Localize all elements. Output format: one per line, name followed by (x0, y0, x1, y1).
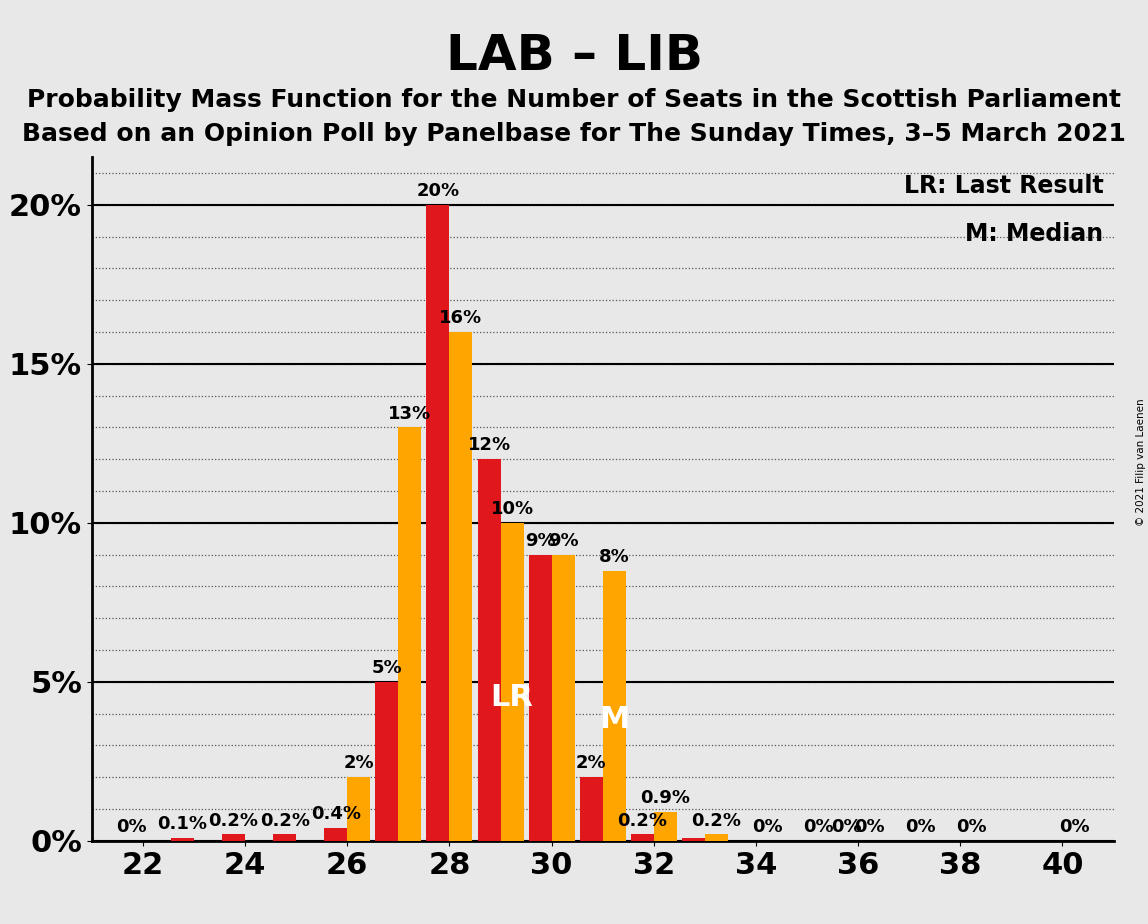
Bar (654, 812, 677, 841)
Bar (171, 838, 194, 841)
Text: Based on an Opinion Poll by Panelbase for The Sunday Times, 3–5 March 2021: Based on an Opinion Poll by Panelbase fo… (22, 122, 1126, 146)
Text: 0%: 0% (831, 818, 862, 836)
Text: 0.2%: 0.2% (259, 811, 310, 830)
Bar (630, 834, 654, 841)
Text: 0%: 0% (116, 818, 147, 836)
Text: M: Median: M: Median (965, 222, 1103, 246)
Bar (682, 838, 705, 841)
Text: 16%: 16% (440, 310, 482, 327)
Text: 2%: 2% (576, 755, 606, 772)
Text: 0%: 0% (854, 818, 885, 836)
Text: 0%: 0% (1058, 818, 1089, 836)
Bar (551, 554, 575, 841)
Text: 0%: 0% (752, 818, 783, 836)
Text: 0.2%: 0.2% (691, 811, 742, 830)
Text: Probability Mass Function for the Number of Seats in the Scottish Parliament: Probability Mass Function for the Number… (28, 88, 1120, 112)
Text: 20%: 20% (417, 182, 459, 200)
Bar (273, 834, 296, 841)
Bar (705, 834, 728, 841)
Bar (501, 523, 523, 841)
Text: 8%: 8% (599, 548, 629, 565)
Text: 10%: 10% (490, 500, 534, 518)
Text: M: M (599, 705, 629, 734)
Bar (580, 777, 603, 841)
Text: LR: LR (490, 683, 534, 712)
Text: 12%: 12% (467, 436, 511, 455)
Text: 0%: 0% (804, 818, 833, 836)
Text: 2%: 2% (343, 755, 374, 772)
Bar (426, 205, 449, 841)
Text: 9%: 9% (548, 532, 579, 550)
Bar (478, 459, 501, 841)
Bar (528, 554, 551, 841)
Text: 0.9%: 0.9% (641, 789, 690, 808)
Bar (375, 682, 398, 841)
Text: 9%: 9% (525, 532, 556, 550)
Bar (603, 570, 626, 841)
Text: © 2021 Filip van Laenen: © 2021 Filip van Laenen (1135, 398, 1146, 526)
Text: 0%: 0% (906, 818, 936, 836)
Text: LR: Last Result: LR: Last Result (903, 175, 1103, 198)
Bar (324, 828, 347, 841)
Text: 0.4%: 0.4% (311, 806, 360, 823)
Text: 13%: 13% (388, 405, 432, 422)
Bar (398, 428, 421, 841)
Text: LAB – LIB: LAB – LIB (445, 32, 703, 80)
Text: 0.1%: 0.1% (157, 815, 208, 833)
Text: 0.2%: 0.2% (618, 811, 667, 830)
Bar (347, 777, 371, 841)
Text: 0.2%: 0.2% (209, 811, 258, 830)
Bar (222, 834, 245, 841)
Bar (449, 332, 473, 841)
Text: 0%: 0% (956, 818, 987, 836)
Text: 5%: 5% (372, 659, 402, 677)
